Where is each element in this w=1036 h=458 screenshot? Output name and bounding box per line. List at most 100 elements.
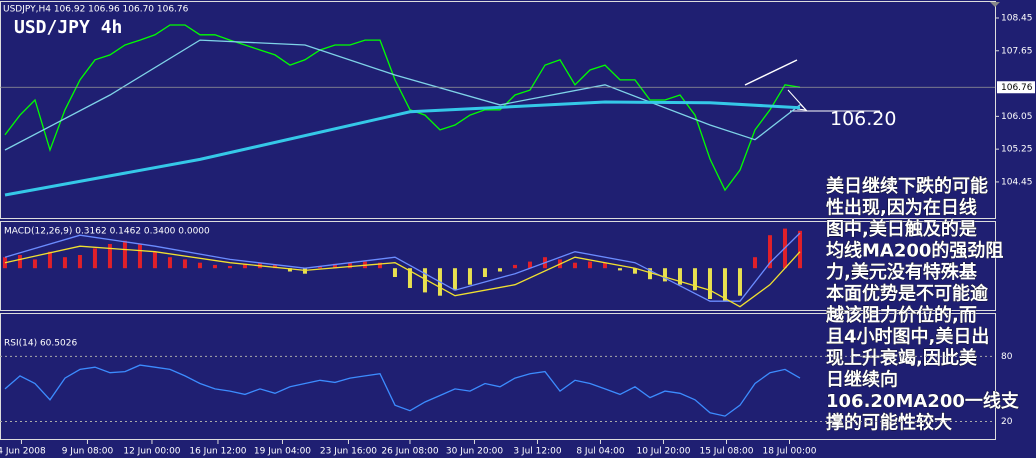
macd-bar xyxy=(482,268,487,277)
y-tick-label: 108.45 xyxy=(1001,13,1033,23)
x-tick-label: 9 Jun 08:00 xyxy=(62,447,114,457)
macd-bar xyxy=(212,264,217,269)
arrow-head xyxy=(796,103,808,111)
comment-line: 撑的可能性较大 xyxy=(826,412,952,434)
rsi-panel xyxy=(0,313,996,440)
macd-bar xyxy=(332,263,337,269)
comment-line: 越该阻力价位的,而 xyxy=(825,304,977,326)
macd-bar xyxy=(452,268,457,291)
macd-bar xyxy=(17,255,22,269)
series-line xyxy=(4,232,801,302)
x-tick-label: 8 Jul 04:00 xyxy=(576,447,625,457)
y-tick-label: 105.25 xyxy=(1001,145,1033,155)
series-line xyxy=(4,245,801,308)
macd-bar xyxy=(152,251,157,269)
macd-bar xyxy=(467,268,472,285)
macd-bar xyxy=(47,251,52,269)
x-tick-label: 15 Jul 08:00 xyxy=(699,447,753,457)
macd-bar xyxy=(752,257,757,269)
series-line xyxy=(4,39,801,151)
macd-bar xyxy=(512,264,517,269)
comment-line: 106.20MA200一线支 xyxy=(826,390,1020,412)
comment-line: 本面优势是不可能逾 xyxy=(826,283,989,305)
series-line xyxy=(4,100,801,197)
series-line xyxy=(4,24,801,192)
macd-bar xyxy=(287,268,292,272)
macd-bar xyxy=(317,266,322,269)
x-tick-label: 18 Jul 00:00 xyxy=(762,447,816,457)
y-tick-label: 106.05 xyxy=(1001,112,1033,122)
macd-bar xyxy=(122,240,127,269)
rsi-label: RSI(14) 60.5026 xyxy=(4,339,77,349)
macd-bar xyxy=(617,268,622,271)
macd-bar xyxy=(92,248,97,269)
macd-bar xyxy=(137,244,142,269)
y-tick-label: 20 xyxy=(1001,417,1013,427)
macd-bar xyxy=(347,262,352,269)
comment-line: 美日继续下跌的可能 xyxy=(826,175,988,197)
x-tick-label: 16 Jun 12:00 xyxy=(189,447,246,457)
macd-bar xyxy=(572,262,577,269)
comment-line: 日继续向 xyxy=(826,369,898,391)
macd-bar xyxy=(377,262,382,269)
macd-bar xyxy=(632,268,637,274)
macd-bar xyxy=(107,244,112,269)
macd-bar xyxy=(62,257,67,269)
macd-bar xyxy=(422,268,427,293)
macd-bar xyxy=(77,255,82,269)
x-tick-label: 12 Jun 00:00 xyxy=(123,447,180,457)
x-tick-label: 30 Jun 20:00 xyxy=(446,447,503,457)
macd-bar xyxy=(602,262,607,269)
macd-bar xyxy=(242,263,247,269)
macd-bar xyxy=(527,261,532,269)
macd-bar xyxy=(587,261,592,269)
y-tick-label: 104.45 xyxy=(1001,177,1033,187)
macd-bar xyxy=(797,230,802,269)
macd-bar xyxy=(167,257,172,269)
macd-bar xyxy=(32,259,37,269)
comment-line: 力,美元没有特殊基 xyxy=(826,261,978,283)
comment-line: 性出现,因为在日线 xyxy=(826,197,977,219)
x-tick-label: 26 Jun 08:00 xyxy=(381,447,438,457)
macd-bar xyxy=(647,268,652,280)
x-tick-label: 4 Jun 2008 xyxy=(0,447,46,457)
y-tick-label: 80 xyxy=(1001,352,1013,362)
chart-title: USD/JPY 4h xyxy=(14,17,122,38)
comment-line: 且4小时图中,美日出 xyxy=(826,326,989,348)
macd-bar xyxy=(227,266,232,269)
x-tick-label: 19 Jun 04:00 xyxy=(254,447,311,457)
comment-line: 现上升衰竭,因此美 xyxy=(826,347,977,369)
macd-bar xyxy=(677,268,682,285)
macd-bar xyxy=(182,259,187,269)
macd-bar xyxy=(2,257,7,269)
macd-bar xyxy=(767,235,772,269)
header: USDJPY,H4 106.92 106.96 106.70 106.76 xyxy=(3,5,189,15)
macd-bar xyxy=(707,268,712,299)
comment-line: 图中,美日触及的是 xyxy=(826,218,977,240)
price-panel xyxy=(0,1,996,219)
macd-bar xyxy=(692,268,697,291)
macd-bar xyxy=(272,264,277,269)
comment-line: 均线MA200的强劲阻 xyxy=(826,240,1003,262)
macd-bar xyxy=(197,262,202,269)
last-price-box xyxy=(997,81,1035,94)
x-tick-label: 23 Jun 16:00 xyxy=(320,447,377,457)
macd-bar xyxy=(497,268,502,272)
macd-bar xyxy=(407,268,412,288)
macd-bar xyxy=(722,268,727,302)
macd-bar xyxy=(662,268,667,282)
macd-label: MACD(12,26,9) 0.3162 0.1462 0.3400 0.000… xyxy=(4,227,210,237)
macd-bar xyxy=(737,268,742,296)
shift-marker xyxy=(990,2,1000,7)
x-tick-label: 10 Jul 20:00 xyxy=(636,447,690,457)
y-tick-label: 107.65 xyxy=(1001,46,1033,56)
macd-panel xyxy=(0,221,996,311)
annotation: 106.20 xyxy=(830,108,896,130)
macd-bar xyxy=(392,268,397,277)
last-price-label: 106.76 xyxy=(1001,83,1033,93)
series-line xyxy=(4,364,801,417)
trend-line xyxy=(744,59,798,86)
x-tick-label: 3 Jul 12:00 xyxy=(513,447,562,457)
